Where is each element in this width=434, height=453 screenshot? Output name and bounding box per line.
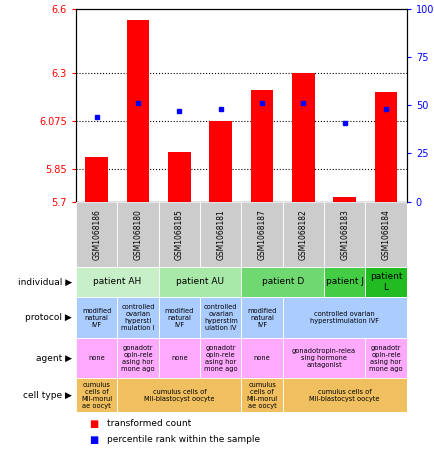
Text: ■: ■ [89,435,98,445]
Text: GSM1068182: GSM1068182 [298,209,307,260]
Bar [76,202,117,267]
Text: GSM1068184: GSM1068184 [381,209,390,260]
Bar [323,267,365,297]
Bar [200,202,241,267]
Bar [200,297,241,338]
Bar [365,202,406,267]
Bar [117,378,241,412]
Text: percentile rank within the sample: percentile rank within the sample [106,435,259,444]
Bar [158,297,200,338]
Bar [117,338,158,378]
Text: patient J: patient J [325,278,363,286]
Bar [291,73,314,202]
Text: patient AU: patient AU [176,278,224,286]
Bar [323,202,365,267]
Bar [85,157,108,202]
Bar [158,338,200,378]
Bar [282,297,406,338]
Text: gonadotropin-relea
sing hormone
antagonist: gonadotropin-relea sing hormone antagoni… [291,348,355,368]
Bar [241,202,282,267]
Text: modified
natural
IVF: modified natural IVF [82,308,111,328]
Bar [209,121,232,202]
Text: protocol ▶: protocol ▶ [25,313,72,322]
Bar [241,297,282,338]
Bar [282,378,406,412]
Text: cell type ▶: cell type ▶ [23,391,72,400]
Text: GSM1068186: GSM1068186 [92,209,101,260]
Text: ■: ■ [89,419,98,429]
Bar [117,297,158,338]
Bar [126,20,149,202]
Bar [332,198,355,202]
Text: patient D: patient D [261,278,303,286]
Text: controlled
ovarian
hyperstim
ulation IV: controlled ovarian hyperstim ulation IV [204,304,237,331]
Text: cumulus cells of
MII-blastocyst oocyte: cumulus cells of MII-blastocyst oocyte [144,389,214,402]
Bar [158,267,241,297]
Bar [241,378,282,412]
Text: none: none [253,355,270,361]
Text: patient AH: patient AH [93,278,141,286]
Text: gonadotr
opin-rele
asing hor
mone ago: gonadotr opin-rele asing hor mone ago [368,345,402,372]
Bar [282,338,365,378]
Bar [168,152,191,202]
Text: controlled ovarian
hyperstimulation IVF: controlled ovarian hyperstimulation IVF [309,311,378,324]
Text: GSM1068187: GSM1068187 [257,209,266,260]
Bar [365,267,406,297]
Text: cumulus cells of
MII-blastocyst oocyte: cumulus cells of MII-blastocyst oocyte [309,389,379,402]
Text: gonadotr
opin-rele
asing hor
mone ago: gonadotr opin-rele asing hor mone ago [204,345,237,372]
Text: GSM1068185: GSM1068185 [174,209,184,260]
Text: controlled
ovarian
hypersti
mulation I: controlled ovarian hypersti mulation I [121,304,155,331]
Text: cumulus
cells of
MII-morul
ae oocyt: cumulus cells of MII-morul ae oocyt [246,382,277,409]
Bar [117,202,158,267]
Text: GSM1068183: GSM1068183 [339,209,349,260]
Text: GSM1068181: GSM1068181 [216,209,225,260]
Bar [241,267,323,297]
Text: transformed count: transformed count [106,419,191,428]
Bar [282,202,323,267]
Bar [365,338,406,378]
Text: none: none [88,355,105,361]
Text: cumulus
cells of
MII-morul
ae oocyt: cumulus cells of MII-morul ae oocyt [81,382,112,409]
Bar [76,297,117,338]
Bar [250,90,273,202]
Text: none: none [171,355,187,361]
Text: GSM1068180: GSM1068180 [133,209,142,260]
Bar [76,338,117,378]
Text: individual ▶: individual ▶ [18,278,72,286]
Bar [158,202,200,267]
Text: patient
L: patient L [369,272,401,292]
Text: modified
natural
IVF: modified natural IVF [164,308,194,328]
Bar [241,338,282,378]
Bar [76,267,158,297]
Bar [200,338,241,378]
Text: agent ▶: agent ▶ [36,354,72,363]
Text: modified
natural
IVF: modified natural IVF [247,308,276,328]
Text: gonadotr
opin-rele
asing hor
mone ago: gonadotr opin-rele asing hor mone ago [121,345,155,372]
Bar [374,92,397,202]
Bar [76,378,117,412]
